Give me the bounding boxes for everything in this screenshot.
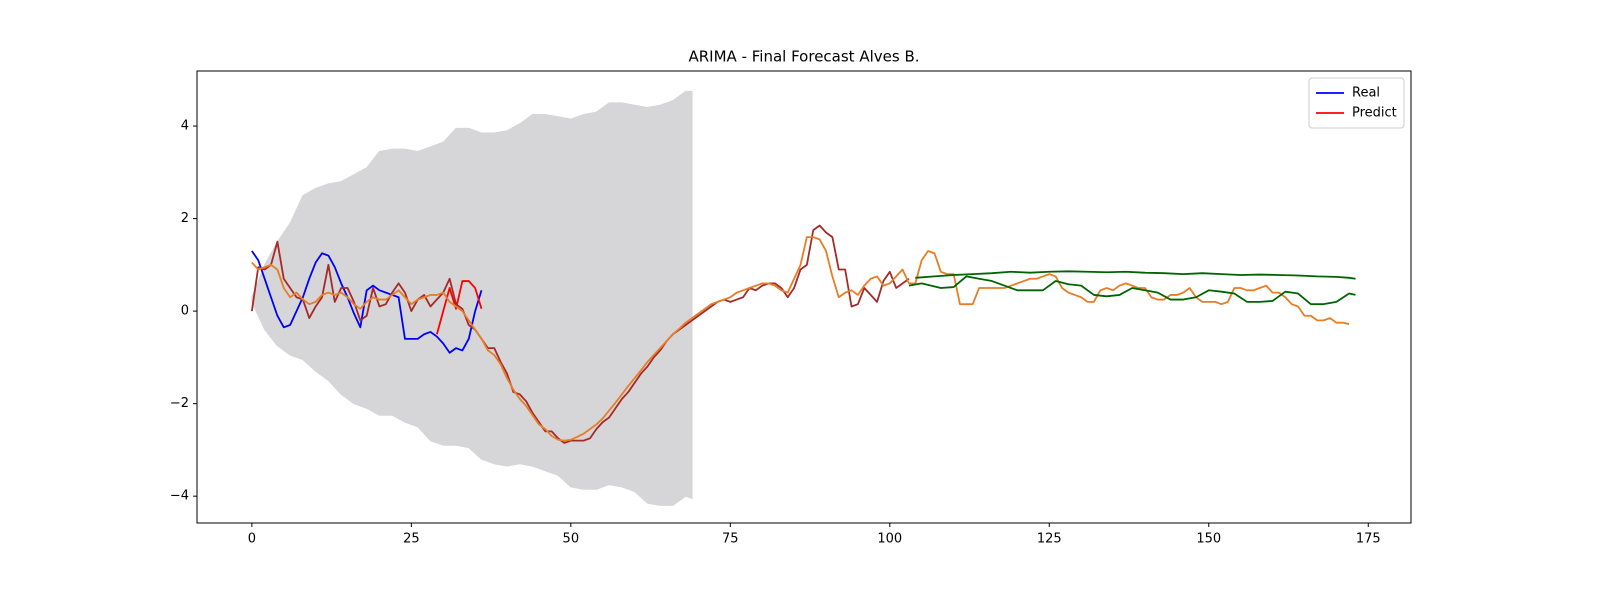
x-tick-label: 50 [563, 532, 580, 547]
legend-box [1308, 77, 1405, 129]
x-tick-label: 125 [1037, 532, 1062, 547]
chart-title: ARIMA - Final Forecast Alves B. [688, 48, 919, 66]
x-tick-label: 25 [403, 532, 420, 547]
x-tick-label: 100 [877, 532, 902, 547]
series-line [251, 250, 483, 354]
legend-label: Predict [1352, 106, 1397, 121]
y-tick-label: 2 [181, 211, 189, 226]
legend: Real Predict [1308, 77, 1405, 129]
legend-label: Real [1352, 86, 1380, 101]
x-tick-label: 150 [1196, 532, 1221, 547]
y-tick-label: 4 [181, 119, 189, 134]
axes-frame [196, 70, 1412, 524]
series-line [435, 280, 483, 335]
series-line [250, 224, 910, 444]
confidence-band [251, 90, 693, 506]
y-tick-label: −2 [170, 396, 189, 411]
x-tick-label: 0 [248, 532, 256, 547]
series-line [915, 270, 1356, 280]
x-tick-label: 75 [722, 532, 739, 547]
y-tick-label: 0 [181, 304, 189, 319]
series-line [908, 275, 1356, 306]
y-tick-label: −4 [170, 489, 189, 504]
x-tick-label: 175 [1356, 532, 1381, 547]
